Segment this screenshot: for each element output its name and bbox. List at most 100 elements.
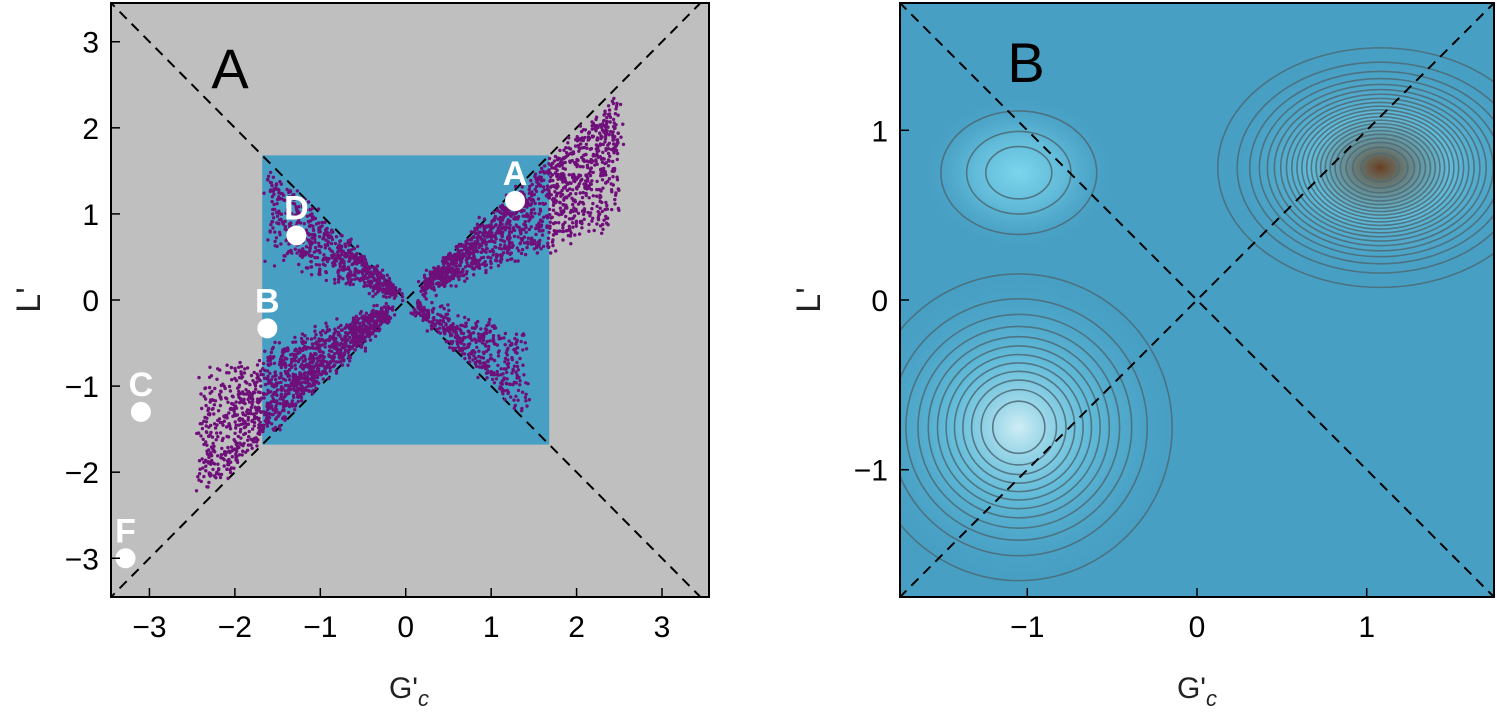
- scatter-point: [430, 308, 434, 313]
- y-tick-label: −1: [854, 455, 888, 488]
- contour-line: [1305, 112, 1455, 223]
- scatter-point: [389, 306, 394, 310]
- scatter-point: [465, 260, 469, 265]
- scatter-point: [621, 122, 625, 126]
- scatter-point: [553, 190, 557, 194]
- scatter-point: [273, 207, 277, 212]
- scatter-point: [489, 227, 494, 231]
- scatter-point: [611, 117, 616, 122]
- scatter-point: [308, 241, 312, 246]
- scatter-point: [492, 326, 497, 330]
- scatter-point: [207, 375, 212, 379]
- scatter-point: [526, 214, 530, 218]
- scatter-point: [538, 219, 542, 223]
- scatter-point: [582, 158, 586, 162]
- contour-line: [940, 110, 1098, 236]
- scatter-point: [346, 363, 350, 367]
- scatter-point: [255, 363, 260, 367]
- scatter-point: [329, 249, 333, 253]
- scatter-point: [551, 233, 556, 237]
- scatter-point: [558, 191, 563, 195]
- scatter-point: [313, 341, 318, 346]
- x-tick-label: −1: [303, 611, 337, 644]
- scatter-point: [280, 220, 285, 224]
- scatter-point: [311, 227, 316, 232]
- scatter-point: [332, 363, 337, 367]
- scatter-point: [275, 221, 279, 225]
- x-tick-label: 1: [1358, 611, 1375, 644]
- scatter-point: [381, 294, 386, 298]
- scatter-point: [469, 230, 473, 234]
- scatter-point: [604, 200, 608, 205]
- plot-a-diagonals: [111, 3, 702, 597]
- scatter-point: [505, 225, 509, 230]
- scatter-point: [613, 202, 617, 206]
- scatter-point: [604, 124, 609, 129]
- scatter-point: [401, 298, 405, 303]
- scatter-point: [569, 181, 573, 185]
- scatter-point: [575, 135, 579, 139]
- scatter-point: [459, 329, 463, 333]
- scatter-point: [514, 184, 518, 189]
- scatter-point: [372, 265, 376, 269]
- scatter-point: [343, 331, 348, 335]
- scatter-point: [348, 335, 352, 340]
- scatter-point: [515, 346, 520, 350]
- scatter-point: [489, 261, 493, 266]
- scatter-point: [581, 212, 586, 217]
- scatter-point: [515, 364, 520, 369]
- scatter-point: [476, 332, 481, 336]
- scatter-point: [366, 280, 370, 284]
- scatter-point: [342, 253, 347, 258]
- scatter-point: [599, 134, 603, 138]
- scatter-point: [255, 444, 259, 448]
- scatter-point: [277, 424, 282, 429]
- scatter-point: [368, 322, 372, 326]
- scatter-point: [496, 350, 501, 355]
- scatter-point: [614, 191, 618, 195]
- scatter-point: [267, 416, 272, 420]
- scatter-point: [556, 177, 560, 181]
- scatter-point: [409, 311, 413, 315]
- scatter-point: [243, 401, 247, 406]
- scatter-point: [507, 242, 512, 246]
- scatter-point: [362, 263, 366, 267]
- scatter-point: [442, 307, 446, 311]
- scatter-point: [216, 435, 220, 439]
- plot-b-xlabel-sub: c: [1206, 686, 1217, 711]
- scatter-point: [479, 327, 483, 331]
- scatter-point: [202, 394, 206, 398]
- scatter-point: [527, 398, 532, 402]
- scatter-point: [318, 250, 322, 255]
- scatter-point: [266, 174, 271, 178]
- y-tick-label: 0: [871, 285, 888, 318]
- scatter-point: [380, 316, 384, 320]
- scatter-point: [469, 238, 474, 242]
- scatter-point: [266, 412, 270, 416]
- scatter-point: [343, 242, 347, 246]
- scatter-point: [440, 275, 444, 279]
- scatter-point: [440, 266, 444, 270]
- scatter-point: [515, 246, 519, 250]
- scatter-point: [429, 276, 434, 280]
- contour-line: [962, 370, 1076, 485]
- scatter-point: [533, 211, 537, 215]
- scatter-point: [380, 310, 384, 314]
- scatter-point: [505, 258, 510, 262]
- y-tick-label: −3: [65, 543, 99, 576]
- scatter-point: [268, 354, 272, 359]
- scatter-point: [287, 195, 291, 199]
- scatter-point: [273, 373, 277, 378]
- y-tick-label: 3: [82, 27, 99, 60]
- scatter-point: [324, 270, 329, 275]
- scatter-point: [261, 429, 265, 434]
- scatter-point: [210, 435, 215, 439]
- scatter-point: [353, 325, 358, 330]
- scatter-point: [548, 226, 552, 230]
- scatter-point: [454, 284, 458, 288]
- scatter-point: [351, 343, 356, 348]
- scatter-point: [324, 321, 328, 325]
- scatter-point: [419, 303, 423, 308]
- scatter-point: [493, 245, 497, 249]
- scatter-point: [339, 247, 343, 251]
